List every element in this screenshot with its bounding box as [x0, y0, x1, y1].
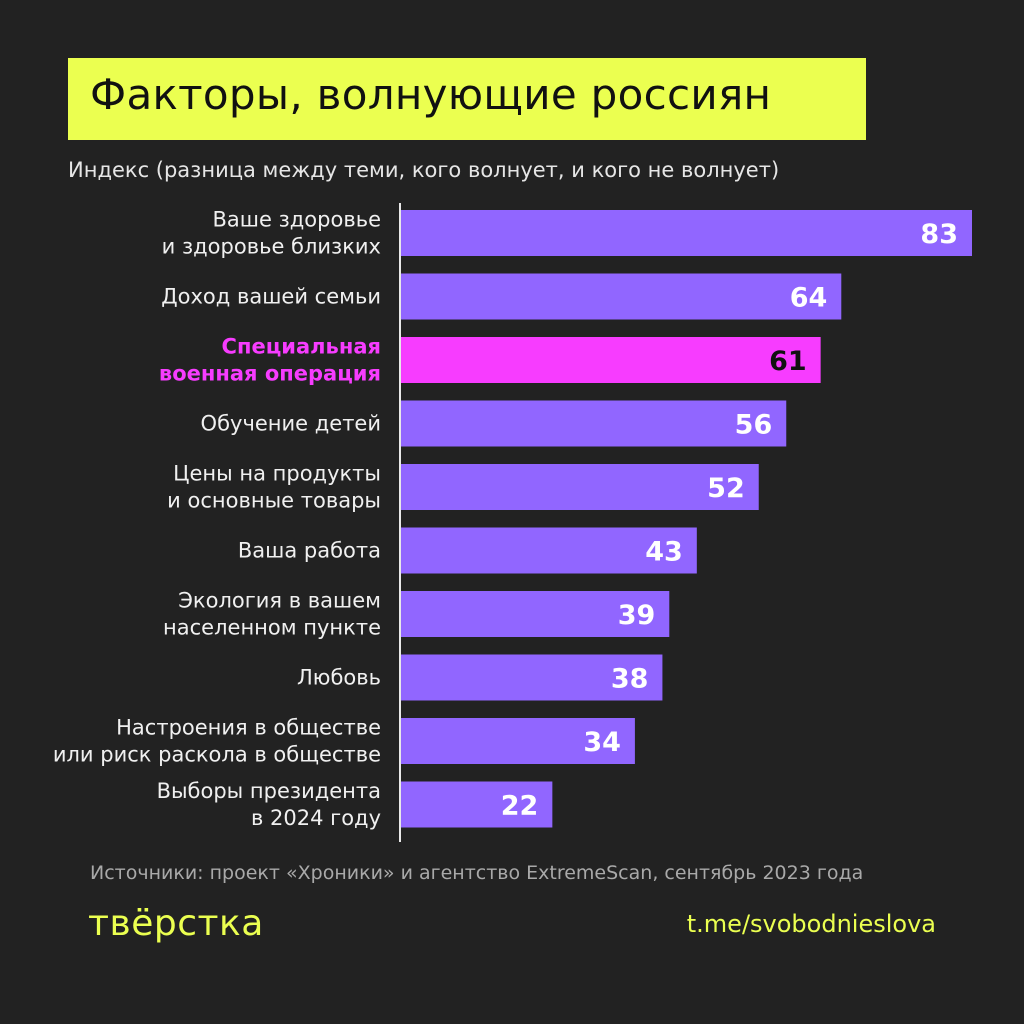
data-label: 43: [645, 537, 683, 568]
bar: [401, 337, 821, 383]
telegram-link[interactable]: t.me/svobodnieslova: [686, 910, 936, 938]
bar: [401, 591, 670, 637]
category-label: Настроения в обществе: [116, 716, 381, 740]
data-label: 39: [618, 600, 656, 631]
category-label: и основные товары: [167, 489, 381, 513]
category-label: Доход вашей семьи: [161, 285, 381, 309]
data-label: 34: [583, 727, 621, 758]
category-label: Экология в вашем: [178, 589, 381, 613]
title-banner: [68, 58, 866, 140]
category-label: Цены на продукты: [173, 462, 381, 486]
bar: [401, 400, 787, 447]
data-label: 22: [501, 791, 539, 822]
category-label: Любовь: [297, 666, 381, 690]
data-label: 56: [735, 410, 773, 441]
bar: [401, 718, 635, 764]
category-label: и здоровье близких: [162, 235, 381, 259]
category-label: военная операция: [159, 362, 381, 386]
category-label: или риск раскола в обществе: [53, 743, 381, 767]
data-label: 83: [920, 219, 958, 250]
verstka-logo: твёрстка: [88, 903, 264, 944]
category-label: Специальная: [222, 335, 381, 359]
bar: [401, 654, 663, 701]
bar: [401, 273, 842, 320]
bar: [401, 527, 697, 574]
source-note: Источники: проект «Хроники» и агентство …: [90, 862, 864, 884]
bar: [401, 781, 553, 828]
data-label: 64: [790, 283, 828, 314]
bar: [401, 464, 759, 510]
data-label: 38: [611, 664, 649, 695]
chart-title: Факторы, волнующие россиян: [90, 70, 772, 119]
category-label: Обучение детей: [201, 412, 381, 436]
category-label: Ваша работа: [238, 539, 381, 563]
category-label: Выборы президента: [157, 779, 381, 803]
category-label: в 2024 году: [251, 806, 381, 830]
category-label: Ваше здоровье: [213, 208, 381, 232]
bar: [401, 210, 972, 256]
data-label: 52: [707, 473, 745, 504]
data-label: 61: [769, 346, 807, 377]
chart-subtitle: Индекс (разница между теми, кого волнует…: [68, 158, 780, 182]
category-label: населенном пункте: [163, 616, 381, 640]
